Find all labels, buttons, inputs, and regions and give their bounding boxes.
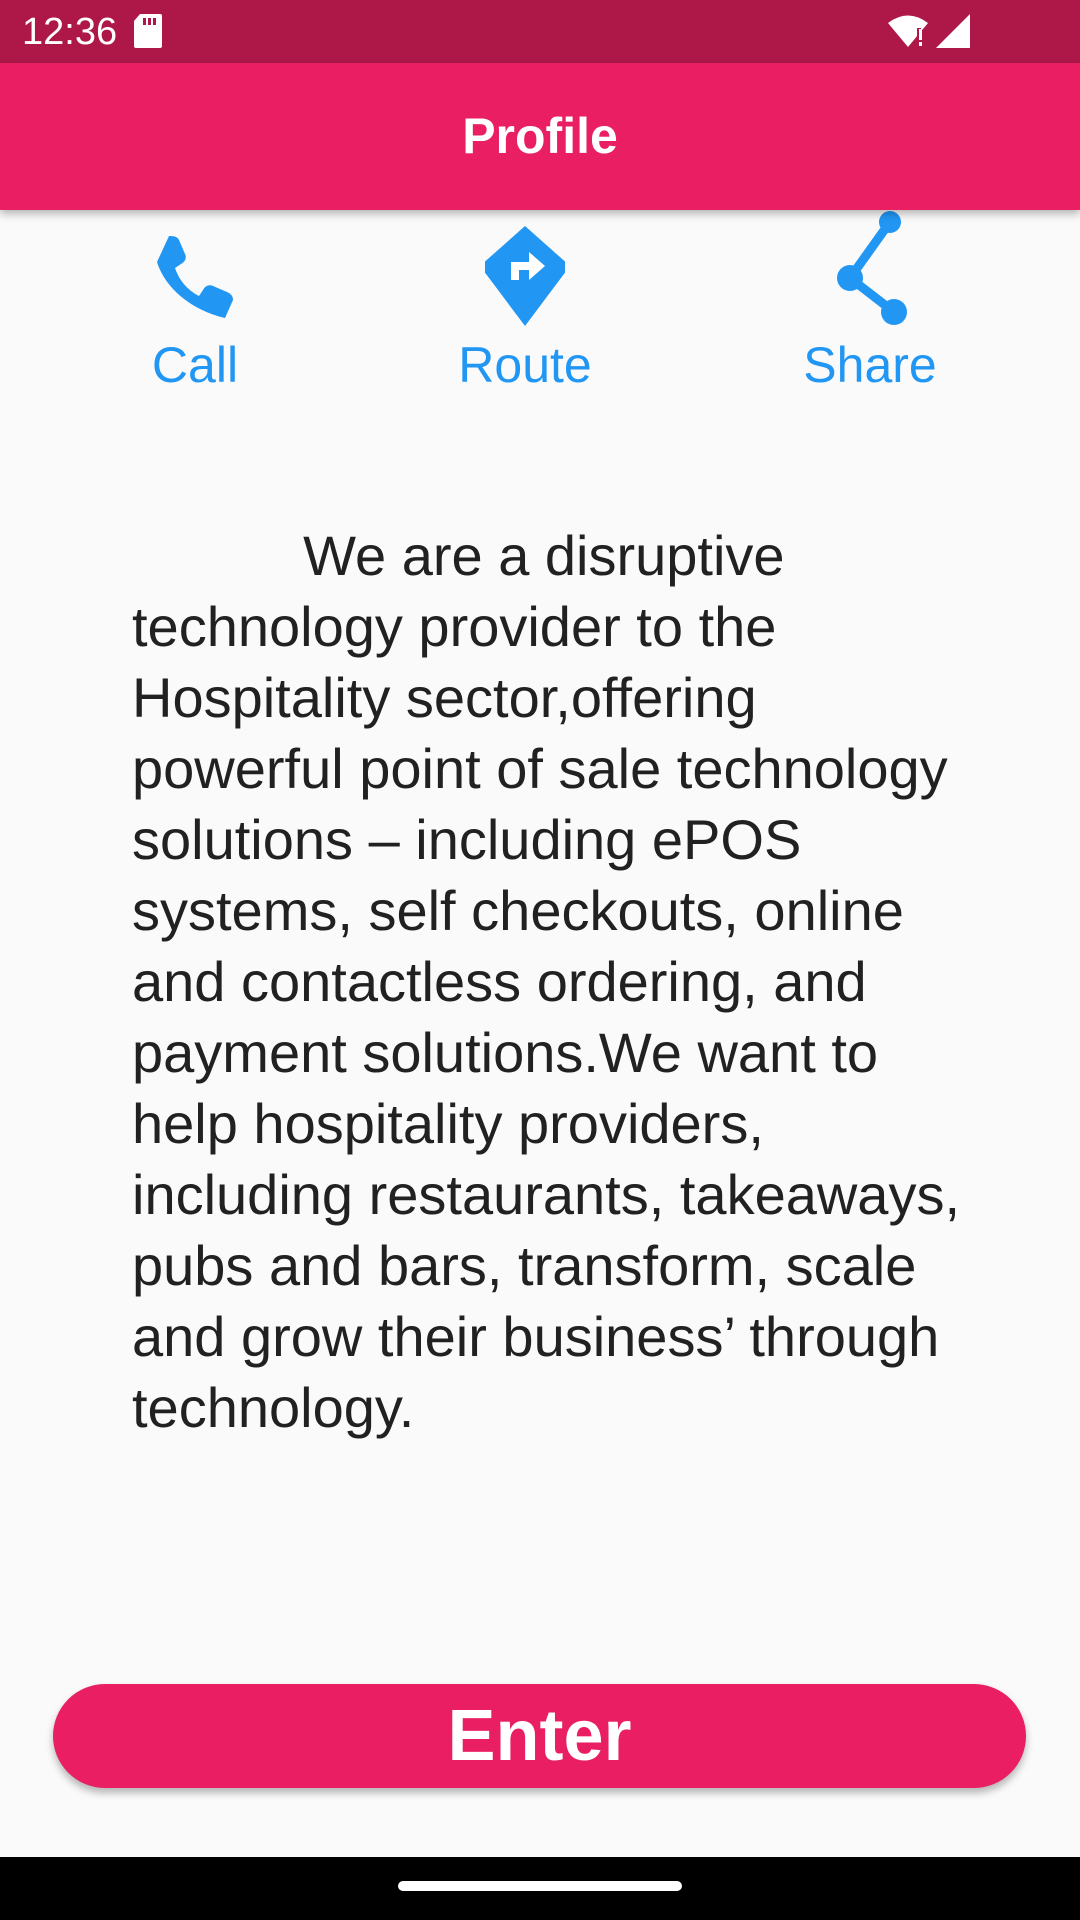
- call-button[interactable]: Call: [75, 210, 315, 410]
- call-label: Call: [151, 337, 239, 393]
- page-title: Profile: [462, 108, 618, 164]
- share-button[interactable]: Share: [750, 210, 990, 410]
- phone-icon: [157, 236, 233, 318]
- wifi-icon: [888, 15, 928, 47]
- route-button[interactable]: Route: [405, 210, 645, 410]
- sd-card-icon: [134, 14, 162, 48]
- action-row: Call Route Share: [0, 210, 1080, 410]
- app-bar: Profile: [0, 63, 1080, 210]
- status-time: 12:36: [22, 11, 118, 53]
- company-description: We are a disruptive technology provider …: [132, 524, 976, 1439]
- signal-icon: [936, 14, 970, 48]
- share-label: Share: [803, 337, 937, 393]
- enter-button[interactable]: Enter: [53, 1684, 1026, 1788]
- route-label: Route: [458, 337, 592, 393]
- status-bar: 12:36: [0, 0, 1080, 63]
- directions-icon: [485, 226, 565, 326]
- navigation-bar: [0, 1857, 1080, 1920]
- share-icon: [837, 211, 907, 325]
- home-handle[interactable]: [398, 1881, 682, 1891]
